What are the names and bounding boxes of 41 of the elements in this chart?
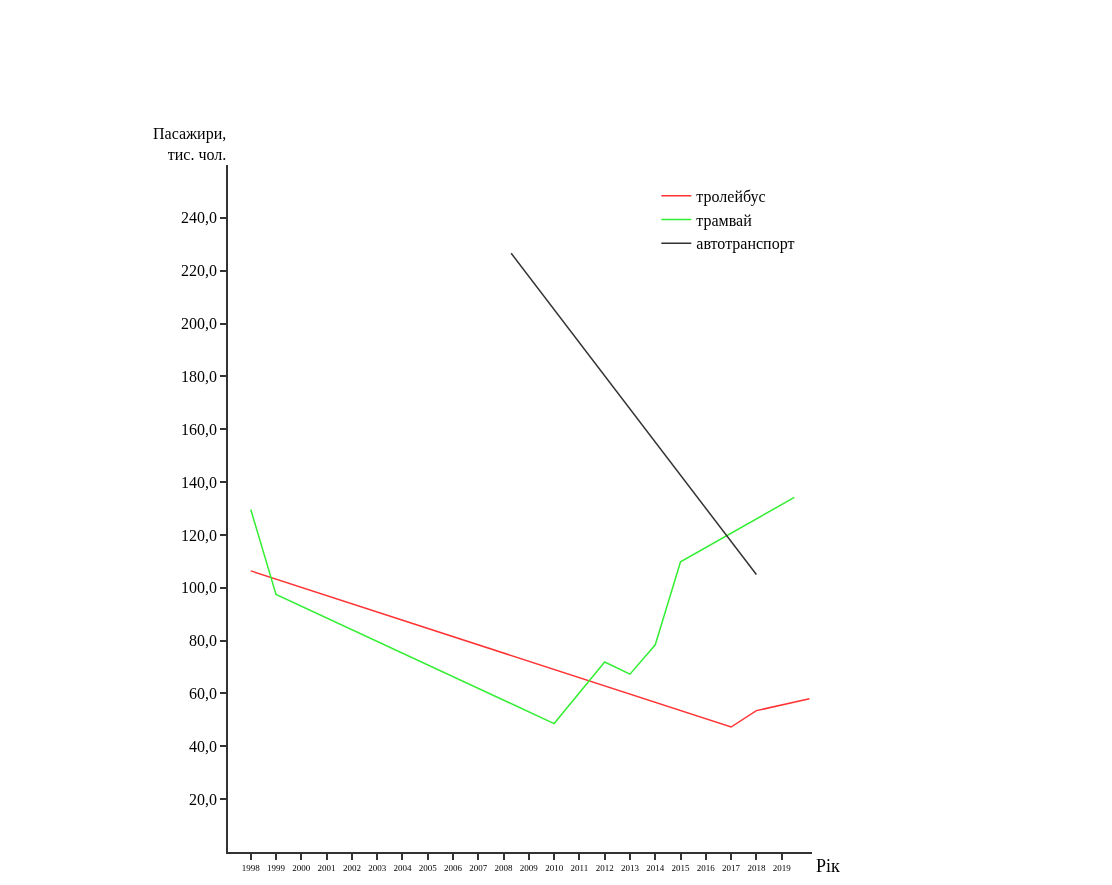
y-tick-label: 220,0 xyxy=(181,262,218,280)
line-series xyxy=(250,570,811,728)
y-tick-label: 120,0 xyxy=(181,526,218,544)
x-tick-label: 2015 xyxy=(671,862,691,873)
y-tick-label: 160,0 xyxy=(181,420,218,438)
legend-label: трамвай xyxy=(696,211,753,230)
x-tick-label: 2004 xyxy=(393,862,412,873)
x-tick-label: 2005 xyxy=(418,862,438,873)
x-tick-label: 2007 xyxy=(469,862,488,873)
y-tick-label: 240,0 xyxy=(181,209,218,227)
x-tick-label: 2008 xyxy=(494,862,514,873)
y-tick-label: 100,0 xyxy=(181,579,218,597)
x-tick-label: 2019 xyxy=(772,862,792,873)
x-tick-label: 2009 xyxy=(519,862,539,873)
x-tick-label: 2000 xyxy=(292,862,311,873)
x-axis-title: Рік xyxy=(816,856,841,876)
y-tick-label: 60,0 xyxy=(189,685,218,703)
x-tick-label: 2002 xyxy=(342,862,361,873)
y-tick-label: 20,0 xyxy=(189,790,218,808)
x-tick-label: 2011 xyxy=(570,862,589,873)
x-tick-label: 2017 xyxy=(722,862,741,873)
y-tick-label: 180,0 xyxy=(181,367,218,385)
x-tick-label: 2001 xyxy=(317,862,336,873)
x-tick-label: 2003 xyxy=(368,862,387,873)
y-tick-label: 40,0 xyxy=(189,737,218,755)
x-tick-label: 2010 xyxy=(545,862,564,873)
y-tick-label: 80,0 xyxy=(189,632,218,650)
x-tick-label: 1998 xyxy=(241,862,261,873)
x-tick-label: 1999 xyxy=(267,862,286,873)
y-tick-label: 200,0 xyxy=(181,315,218,333)
line-series xyxy=(250,496,796,725)
legend-label: тролейбус xyxy=(696,187,766,206)
x-tick-label: 2018 xyxy=(747,862,766,873)
x-tick-label: 2013 xyxy=(620,862,640,873)
y-axis-title: Пасажири, тис. чол. xyxy=(153,125,227,163)
x-tick-label: 2012 xyxy=(595,862,614,873)
x-tick-label: 2014 xyxy=(646,862,665,873)
y-tick-label: 140,0 xyxy=(181,473,218,491)
x-tick-label: 2006 xyxy=(444,862,463,873)
legend-label: автотранспорт xyxy=(696,235,795,254)
x-tick-label: 2016 xyxy=(696,862,716,873)
